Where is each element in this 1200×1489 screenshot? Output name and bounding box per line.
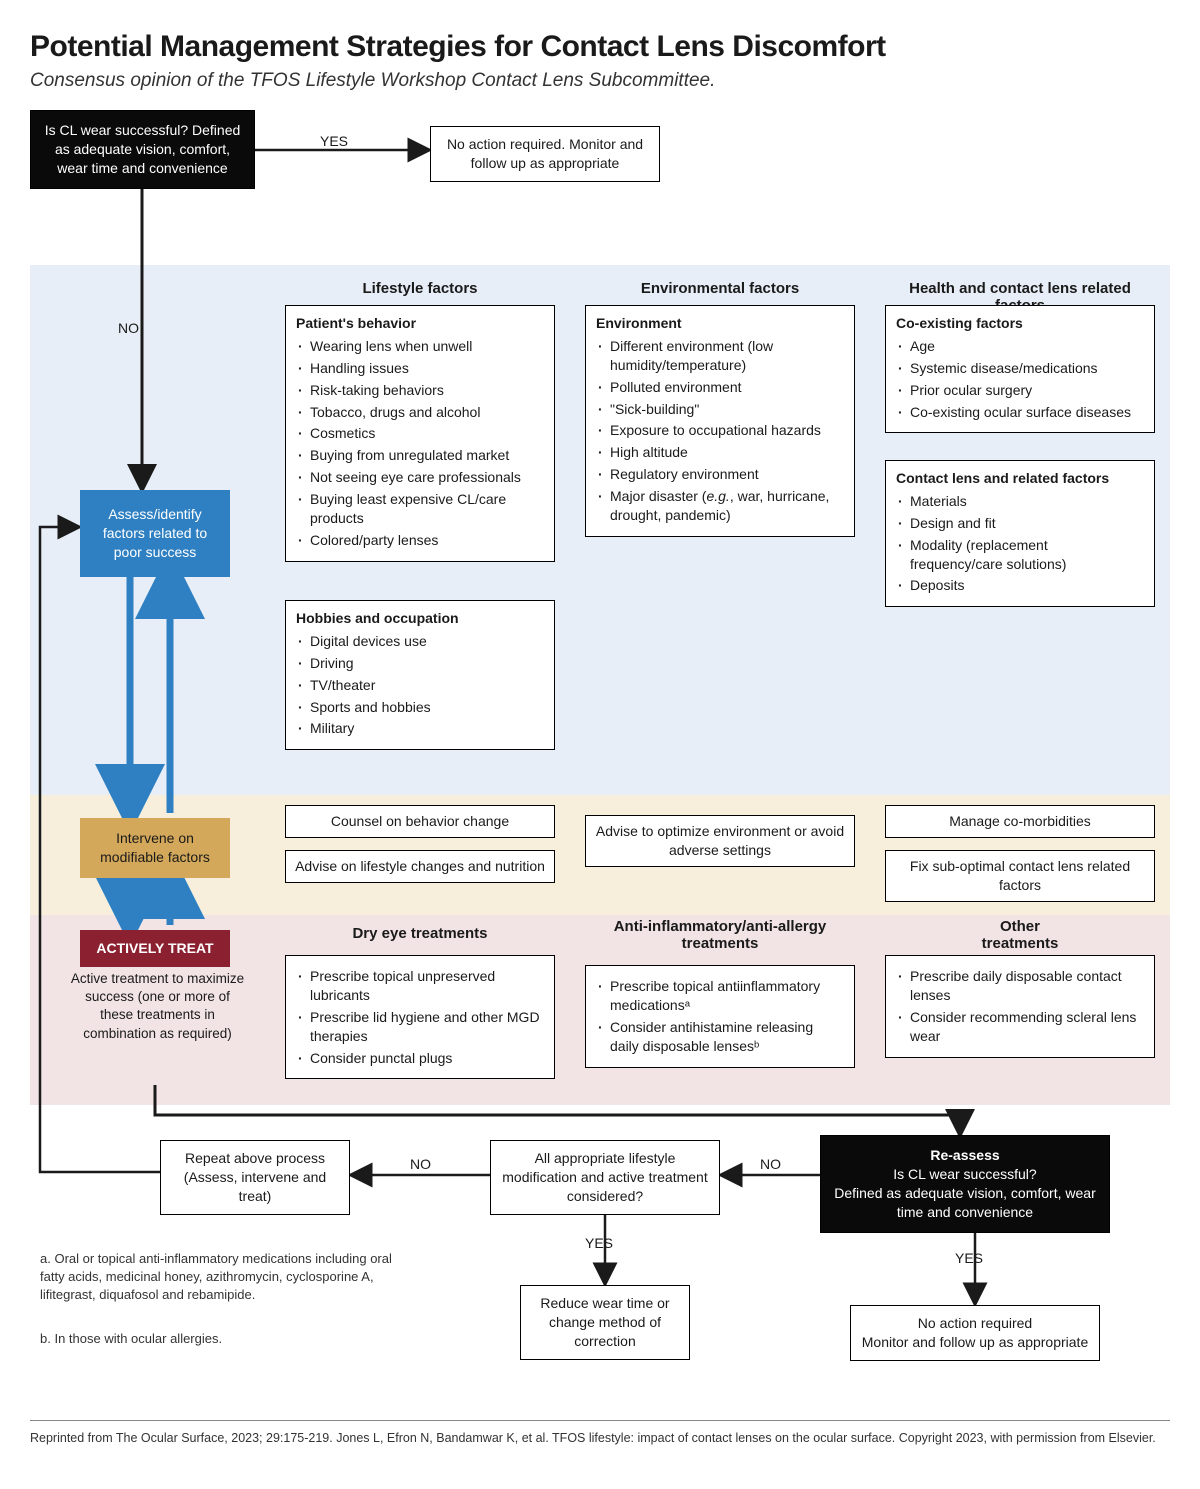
list-item: Consider recommending scleral lens wear: [896, 1008, 1144, 1046]
list-item: Not seeing eye care professionals: [296, 468, 544, 487]
label-no-2: NO: [760, 1156, 781, 1172]
list-item: Prior ocular surgery: [896, 381, 1144, 400]
list-item: "Sick-building": [596, 400, 844, 419]
box-other: Prescribe daily disposable contact lense…: [885, 955, 1155, 1058]
list-item: High altitude: [596, 443, 844, 462]
treat-subtext: Active treatment to maximize success (on…: [70, 970, 245, 1043]
list-item: Buying from unregulated market: [296, 446, 544, 465]
label-yes-1: YES: [320, 133, 348, 149]
list-item: Different environment (low humidity/temp…: [596, 337, 844, 375]
list-item: Materials: [896, 492, 1144, 511]
list-item: Systemic disease/medications: [896, 359, 1144, 378]
page-title: Potential Management Strategies for Cont…: [30, 30, 1170, 64]
hobbies-list: Digital devices use Driving TV/theater Spor…: [296, 632, 544, 738]
node-reduce: Reduce wear time or change method of cor…: [520, 1285, 690, 1360]
list-item: Risk-taking behaviors: [296, 381, 544, 400]
box-fix-cl: Fix sub-optimal contact lens related fac…: [885, 850, 1155, 902]
box-cl-factors: Contact lens and related factors Materia…: [885, 460, 1155, 607]
list-item: Major disaster (e.g., war, hurricane, dr…: [596, 487, 844, 525]
node-no-action: No action required. Monitor and follow u…: [430, 126, 660, 182]
label-yes-3: YES: [955, 1250, 983, 1266]
flowchart-canvas: Is CL wear successful? Defined as adequa…: [30, 110, 1170, 1410]
hdr-anti: Anti-inflammatory/anti-allergy treatment…: [585, 918, 855, 952]
node-intervene: Intervene on modifiable factors: [80, 818, 230, 878]
list-item: Prescribe lid hygiene and other MGD ther…: [296, 1008, 544, 1046]
label-no-3: NO: [410, 1156, 431, 1172]
list-item: Prescribe topical antiinflammatory medic…: [596, 977, 844, 1015]
reassess-hdr: Re-assess: [829, 1146, 1101, 1165]
hdr-lifestyle: Lifestyle factors: [285, 280, 555, 297]
hobbies-hdr: Hobbies and occupation: [296, 609, 544, 628]
list-item: Regulatory environment: [596, 465, 844, 484]
behavior-list: Wearing lens when unwell Handling issues R…: [296, 337, 544, 550]
box-anti: Prescribe topical antiinflammatory medic…: [585, 965, 855, 1068]
list-item: Driving: [296, 654, 544, 673]
node-monitor2: No action required Monitor and follow up…: [850, 1305, 1100, 1361]
box-lifestyle-advise: Advise on lifestyle changes and nutritio…: [285, 850, 555, 883]
node-start: Is CL wear successful? Defined as adequa…: [30, 110, 255, 189]
list-item: Exposure to occupational hazards: [596, 421, 844, 440]
list-item: Age: [896, 337, 1144, 356]
list-item: Colored/party lenses: [296, 531, 544, 550]
list-item: Handling issues: [296, 359, 544, 378]
list-item: Prescribe daily disposable contact lense…: [896, 967, 1144, 1005]
node-all-considered: All appropriate lifestyle modification a…: [490, 1140, 720, 1215]
node-treat: ACTIVELY TREAT: [80, 930, 230, 967]
list-item: Sports and hobbies: [296, 698, 544, 717]
anti-list: Prescribe topical antiinflammatory medic…: [596, 977, 844, 1056]
hdr-other: Other treatments: [885, 918, 1155, 952]
list-item: TV/theater: [296, 676, 544, 695]
list-item: Military: [296, 719, 544, 738]
label-yes-2: YES: [585, 1235, 613, 1251]
list-item: Deposits: [896, 576, 1144, 595]
box-coexisting: Co-existing factors Age Systemic disease/…: [885, 305, 1155, 433]
env-hdr: Environment: [596, 314, 844, 333]
list-item: Digital devices use: [296, 632, 544, 651]
footer-citation: Reprinted from The Ocular Surface, 2023;…: [30, 1420, 1170, 1465]
behavior-hdr: Patient's behavior: [296, 314, 544, 333]
box-env: Environment Different environment (low h…: [585, 305, 855, 537]
list-item: Polluted environment: [596, 378, 844, 397]
box-env-advise: Advise to optimize environment or avoid …: [585, 815, 855, 867]
list-item: Tobacco, drugs and alcohol: [296, 403, 544, 422]
env-list: Different environment (low humidity/temp…: [596, 337, 844, 525]
list-item: Cosmetics: [296, 424, 544, 443]
list-item: Consider antihistamine releasing daily d…: [596, 1018, 844, 1056]
box-comorbid: Manage co-morbidities: [885, 805, 1155, 838]
subtitle: Consensus opinion of the TFOS Lifestyle …: [30, 70, 1170, 92]
label-no-1: NO: [118, 320, 139, 336]
hdr-env: Environmental factors: [585, 280, 855, 297]
node-reassess: Re-assess Is CL wear successful? Defined…: [820, 1135, 1110, 1233]
list-item: Design and fit: [896, 514, 1144, 533]
list-item: Wearing lens when unwell: [296, 337, 544, 356]
box-behavior: Patient's behavior Wearing lens when unw…: [285, 305, 555, 562]
cl-hdr: Contact lens and related factors: [896, 469, 1144, 488]
box-hobbies: Hobbies and occupation Digital devices u…: [285, 600, 555, 750]
footnote-a: a. Oral or topical anti-inflammatory med…: [40, 1250, 400, 1305]
list-item: Modality (replacement frequency/care sol…: [896, 536, 1144, 574]
node-assess: Assess/identify factors related to poor …: [80, 490, 230, 577]
box-counsel: Counsel on behavior change: [285, 805, 555, 838]
co-hdr: Co-existing factors: [896, 314, 1144, 333]
footnote-b: b. In those with ocular allergies.: [40, 1330, 400, 1348]
other-list: Prescribe daily disposable contact lense…: [896, 967, 1144, 1046]
reassess-txt: Is CL wear successful? Defined as adequa…: [829, 1165, 1101, 1222]
list-item: Buying least expensive CL/care products: [296, 490, 544, 528]
node-repeat: Repeat above process (Assess, intervene …: [160, 1140, 350, 1215]
list-item: Co-existing ocular surface diseases: [896, 403, 1144, 422]
co-list: Age Systemic disease/medications Prior ocu…: [896, 337, 1144, 422]
box-dry: Prescribe topical unpreserved lubricants…: [285, 955, 555, 1079]
cl-list: Materials Design and fit Modality (replace…: [896, 492, 1144, 595]
list-item: Consider punctal plugs: [296, 1049, 544, 1068]
list-item: Prescribe topical unpreserved lubricants: [296, 967, 544, 1005]
hdr-dry: Dry eye treatments: [285, 925, 555, 942]
dry-list: Prescribe topical unpreserved lubricants…: [296, 967, 544, 1067]
